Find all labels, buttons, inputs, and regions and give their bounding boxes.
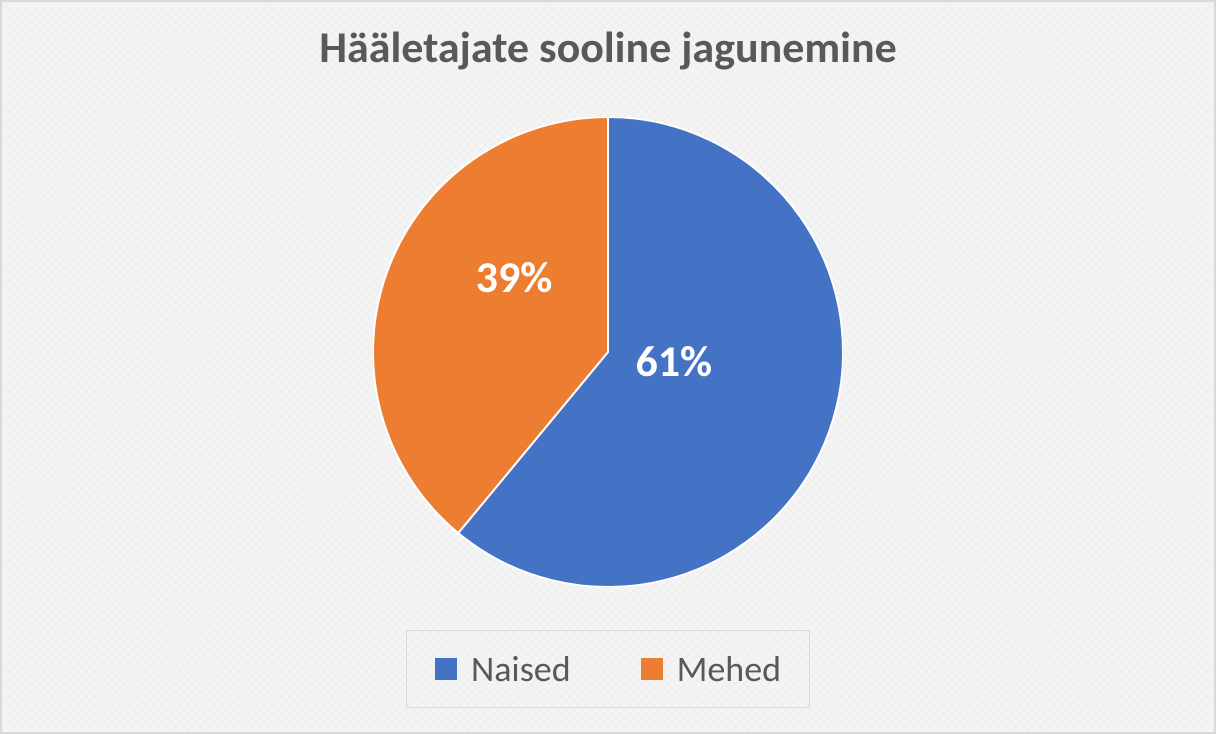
- pie-svg: [373, 117, 843, 587]
- pie-chart: 61% 39%: [373, 117, 843, 587]
- legend-item-mehed: Mehed: [641, 647, 781, 691]
- legend: Naised Mehed: [406, 630, 810, 708]
- legend-label: Mehed: [677, 647, 781, 691]
- slice-label-naised: 61%: [635, 334, 712, 388]
- slice-label-mehed: 39%: [476, 250, 553, 304]
- chart-frame: Hääletajate sooline jagunemine 61% 39% Na…: [0, 0, 1216, 734]
- legend-item-naised: Naised: [435, 647, 571, 691]
- legend-swatch-icon: [435, 658, 457, 680]
- chart-title: Hääletajate sooline jagunemine: [319, 20, 897, 74]
- legend-swatch-icon: [641, 658, 663, 680]
- pie-area: 61% 39%: [2, 74, 1214, 630]
- legend-label: Naised: [471, 647, 571, 691]
